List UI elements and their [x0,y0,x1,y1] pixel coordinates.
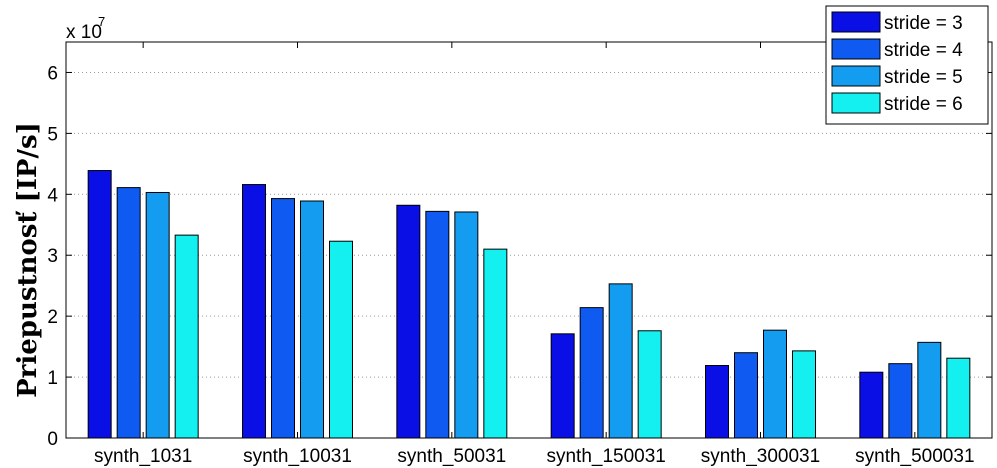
legend-label: stride = 3 [884,13,963,34]
bar [608,283,633,439]
x-tick-label: synth_300031 [701,446,820,467]
bars-group [87,170,971,439]
legend-label: stride = 6 [884,94,963,115]
bar [550,333,575,439]
bar [579,307,604,439]
bar [792,350,816,439]
y-tick-label: 2 [47,307,58,328]
y-axis-ticks: 0 1 2 3 4 5 6 [47,63,992,450]
legend-swatch [831,65,881,87]
y-tick-label: 3 [47,246,58,267]
legend-label: stride = 5 [884,67,963,88]
y-tick-label: 1 [47,368,58,389]
x-tick-label: synth_150031 [546,446,665,467]
bar [425,210,450,439]
bar [87,170,112,439]
bar [242,184,266,439]
x-tick-label: synth_50031 [397,446,506,467]
legend-swatch [831,92,881,114]
x-axis-ticks: synth_1031 synth_10031 synth_50031 synth_15… [94,42,975,467]
y-tick-label: 4 [47,185,58,206]
y-multiplier-label: x 10 [66,22,102,43]
legend-label: stride = 4 [884,40,963,61]
bar [705,365,729,439]
bar [454,211,479,439]
bar [734,352,758,439]
legend: stride = 3 stride = 4 stride = 5 stride = 6 [825,5,989,125]
bar [763,329,787,439]
y-tick-label: 6 [47,63,58,84]
bar [116,187,141,439]
bar [859,371,884,439]
bar [271,198,295,439]
x-tick-label: synth_1031 [94,446,192,467]
y-tick-label: 5 [47,124,58,145]
bar [174,234,199,439]
bar [396,204,421,439]
y-multiplier-exponent: 7 [98,14,105,29]
bar [300,200,324,439]
legend-swatch [831,38,881,60]
bar [145,191,170,439]
x-tick-label: synth_10031 [243,446,352,467]
x-tick-label: synth_500031 [855,446,974,467]
y-axis-label: Priepustnosť [IP/s] [13,122,43,398]
bar [637,330,662,439]
bar [946,357,971,439]
y-tick-label: 0 [47,429,58,450]
bar [888,363,913,439]
bar [917,341,942,439]
bar [483,248,508,439]
bar [329,240,353,439]
plot-border [65,41,993,439]
legend-swatch [831,11,881,33]
